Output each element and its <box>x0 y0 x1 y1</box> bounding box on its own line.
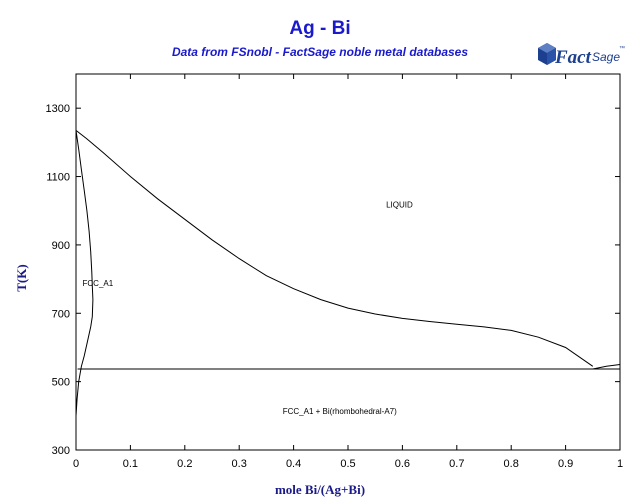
x-axis: 0 0.1 0.2 0.3 0.4 0.5 0.6 0.7 0.8 0.9 1 <box>73 74 623 470</box>
x-tick-label: 0.7 <box>449 458 464 470</box>
phase-boundary-line <box>75 130 594 367</box>
phase-boundaries <box>75 130 621 416</box>
logo-text-main: Fact <box>554 47 592 68</box>
y-axis-label: T(K) <box>14 264 29 292</box>
y-tick-label: 500 <box>52 377 70 389</box>
phase-boundary-line <box>592 364 621 370</box>
logo-text-sub: Sage <box>592 50 620 64</box>
y-tick-label: 1300 <box>46 103 70 115</box>
x-axis-label: mole Bi/(Ag+Bi) <box>274 482 366 497</box>
x-tick-label: 0.1 <box>123 458 138 470</box>
x-tick-label: 0 <box>73 458 79 470</box>
phase-region-label: FCC_A1 + Bi(rhombohedral-A7) <box>283 407 397 416</box>
phase-region-label: FCC_A1 <box>83 279 114 288</box>
y-tick-label: 900 <box>52 240 70 252</box>
y-tick-label: 700 <box>52 308 70 320</box>
x-tick-label: 0.6 <box>395 458 410 470</box>
y-tick-label: 300 <box>52 445 70 457</box>
factsage-logo: Fact Sage ™ <box>538 43 625 68</box>
logo-trademark: ™ <box>619 45 625 52</box>
x-tick-label: 1 <box>617 458 623 470</box>
factsage-cube-icon <box>538 43 556 65</box>
plot-frame <box>75 73 621 451</box>
x-tick-label: 0.2 <box>177 458 192 470</box>
chart-title: Ag - Bi <box>289 18 351 39</box>
phase-labels: LIQUID FCC_A1 FCC_A1 + Bi(rhombohedral-A7) <box>83 200 413 416</box>
y-axis: 300 500 700 900 1100 1300 <box>46 103 620 457</box>
phase-boundary-line <box>75 326 92 416</box>
x-tick-label: 0.9 <box>558 458 573 470</box>
y-tick-label: 1100 <box>46 172 70 184</box>
phase-region-label: LIQUID <box>386 200 413 209</box>
phase-boundary-line <box>75 130 94 327</box>
x-tick-label: 0.3 <box>232 458 247 470</box>
x-tick-label: 0.4 <box>286 458 301 470</box>
x-tick-label: 0.5 <box>340 458 355 470</box>
x-tick-label: 0.8 <box>504 458 519 470</box>
chart-subtitle: Data from FSnobl - FactSage noble metal … <box>171 45 469 59</box>
